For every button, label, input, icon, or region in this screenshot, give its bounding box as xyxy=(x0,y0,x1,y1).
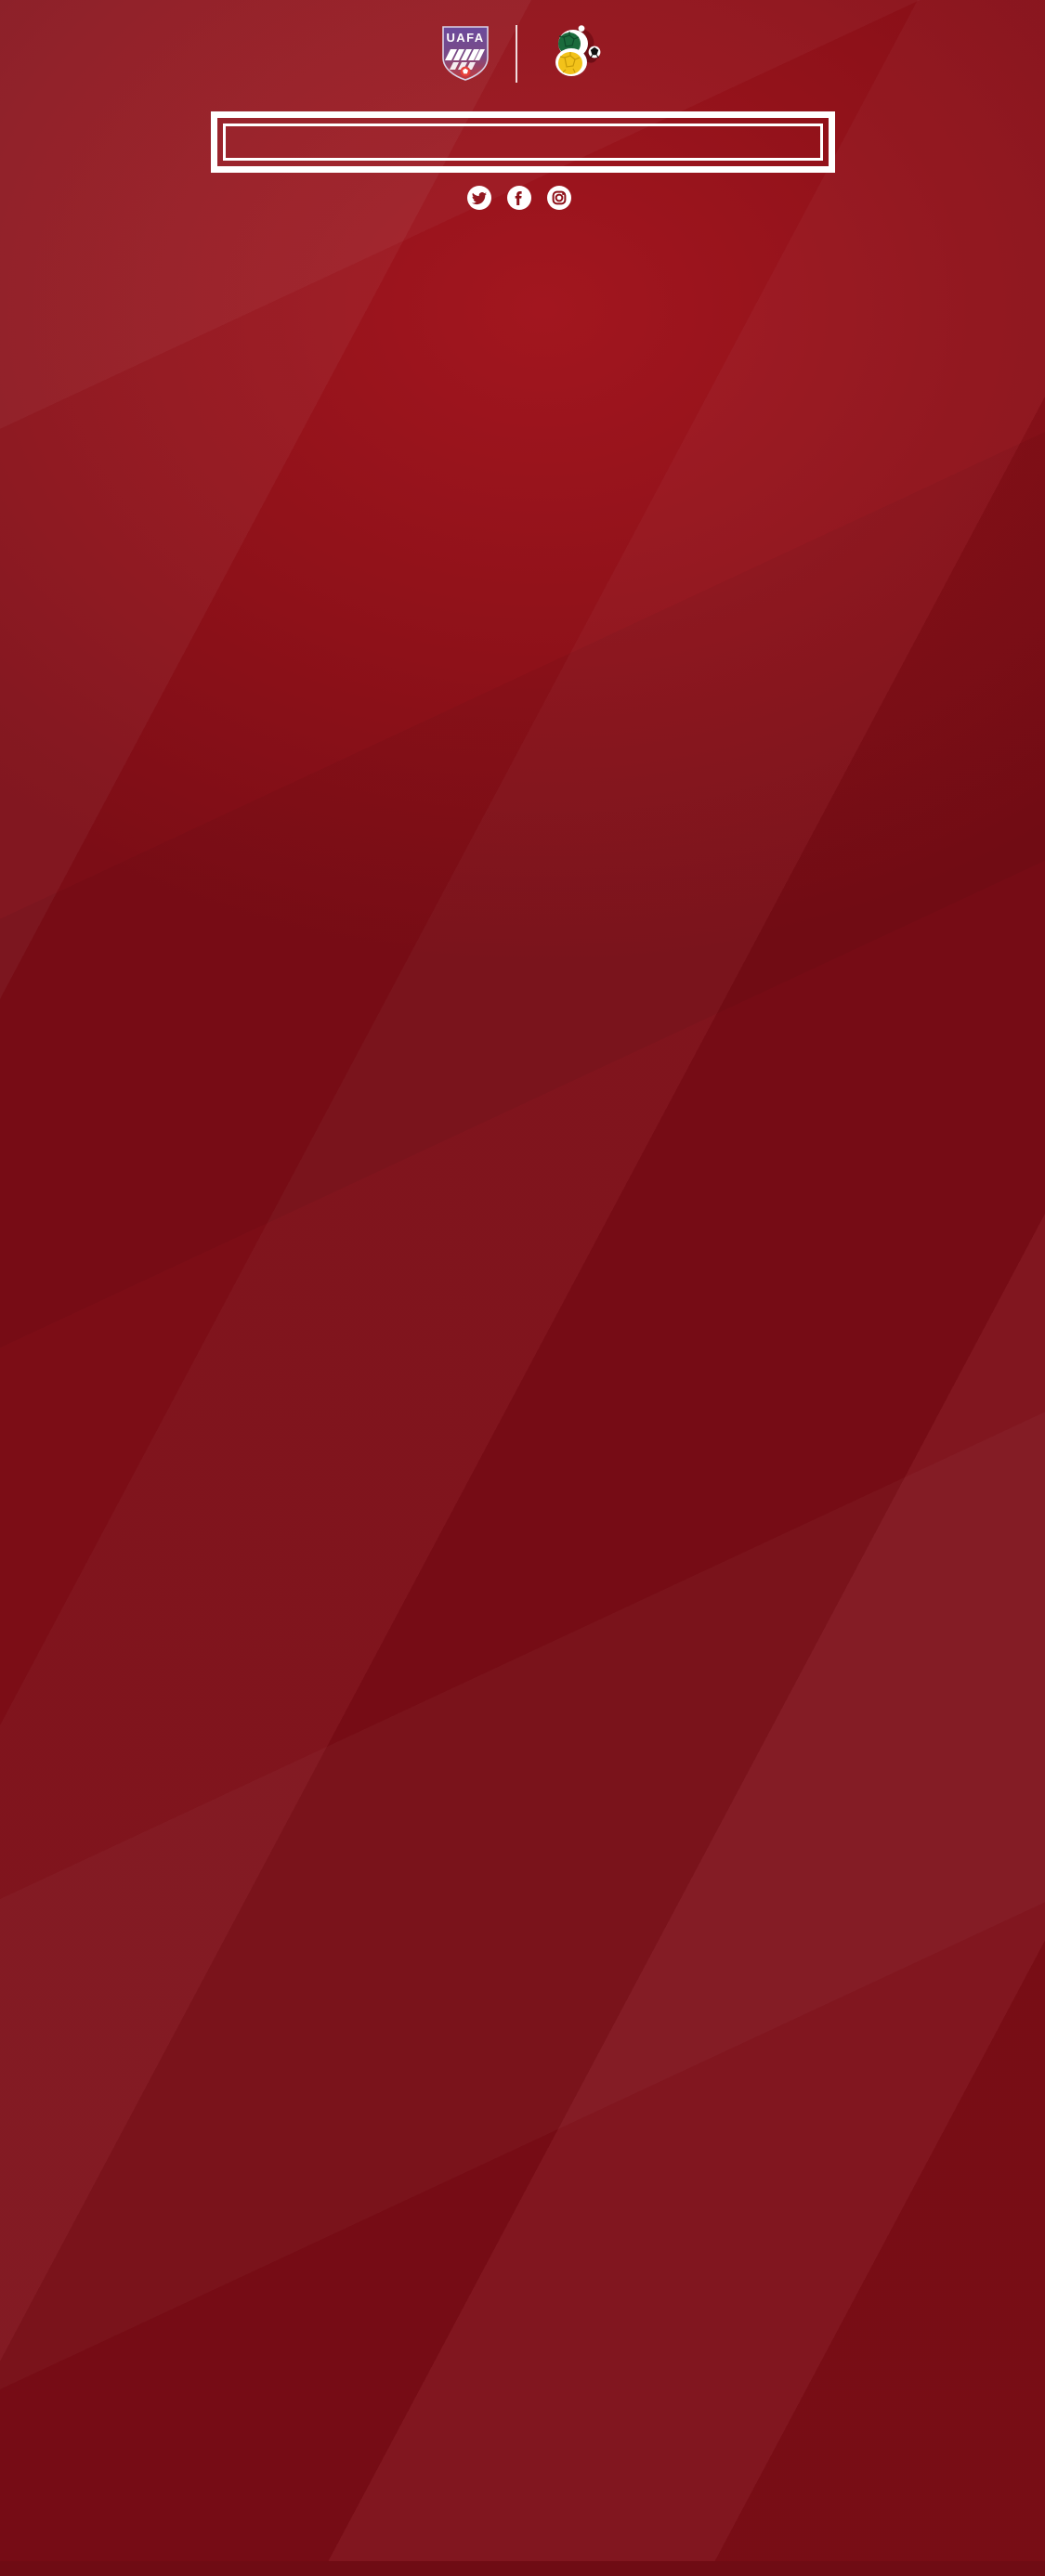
trophy-ball-icon xyxy=(555,25,600,76)
arab-cup-logo xyxy=(542,25,607,83)
uafa-shield-icon: UAFA xyxy=(441,26,489,81)
facebook-handle[interactable] xyxy=(507,186,538,210)
instagram-handle[interactable] xyxy=(547,186,578,210)
final-inner xyxy=(222,124,823,161)
instagram-icon xyxy=(547,186,571,210)
poster-header: UAFA xyxy=(0,0,1045,95)
final-box xyxy=(210,111,835,173)
facebook-icon xyxy=(507,186,531,210)
twitter-icon xyxy=(467,186,491,210)
twitter-handle[interactable] xyxy=(467,186,498,210)
final-section xyxy=(0,111,1045,173)
uafa-logo: UAFA xyxy=(439,24,491,84)
svg-text:UAFA: UAFA xyxy=(446,31,484,45)
logo-row: UAFA xyxy=(0,13,1045,95)
logo-divider xyxy=(515,25,517,83)
social-footer xyxy=(0,186,1045,210)
bottom-strip xyxy=(0,2561,1045,2576)
